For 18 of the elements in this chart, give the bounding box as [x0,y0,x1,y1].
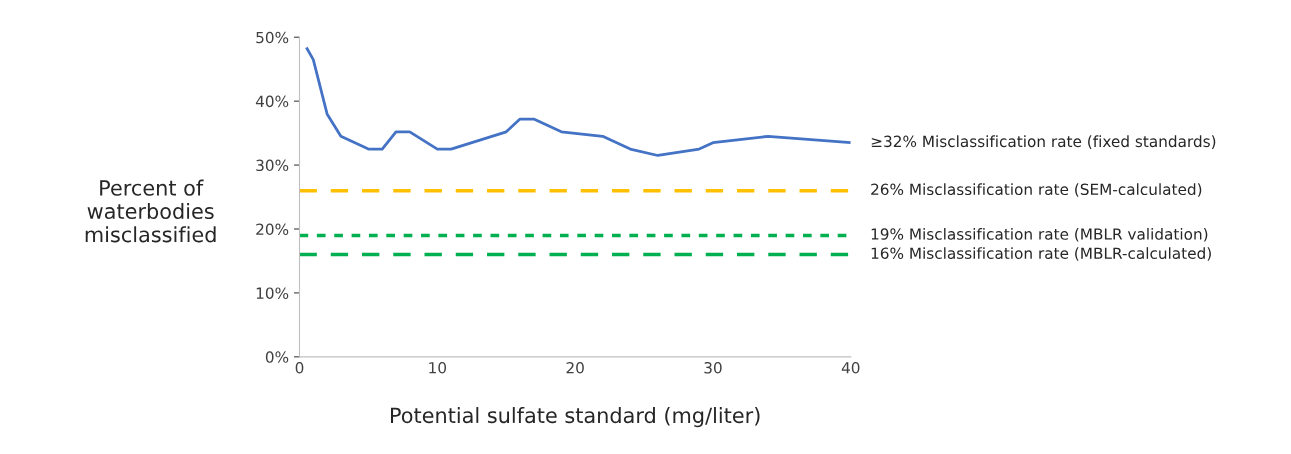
y-tick-label: 50% [256,31,289,44]
line-series [305,46,851,157]
x-tick-label: 10 [429,361,447,374]
y-tick-label: 0% [265,351,289,363]
y-tick-label: 20% [256,223,289,236]
y-tick-label: 30% [256,159,289,172]
x-tick-label: 30 [704,361,722,374]
y-axis-title: Percent of waterbodies misclassified [85,179,216,243]
x-tick-label: 20 [566,361,584,374]
y-tick-label: 10% [256,287,289,299]
x-tick-label: 0 [295,361,304,374]
x-axis-title: Potential sulfate standard (mg/liter) [391,407,760,428]
y-tick-label: 40% [255,95,289,108]
ref-line-label: 16% Misclassification rate (MBLR-calculated) [871,247,1211,261]
ref-line-label: 26% Misclassification rate (SEM-calculated) [871,183,1202,197]
x-tick-label: 40 [841,361,860,374]
annotation: ≥32% Misclassification rate (fixed standards) [871,135,1216,149]
ref-line-label: 19% Misclassification rate (MBLR validation) [871,228,1208,242]
